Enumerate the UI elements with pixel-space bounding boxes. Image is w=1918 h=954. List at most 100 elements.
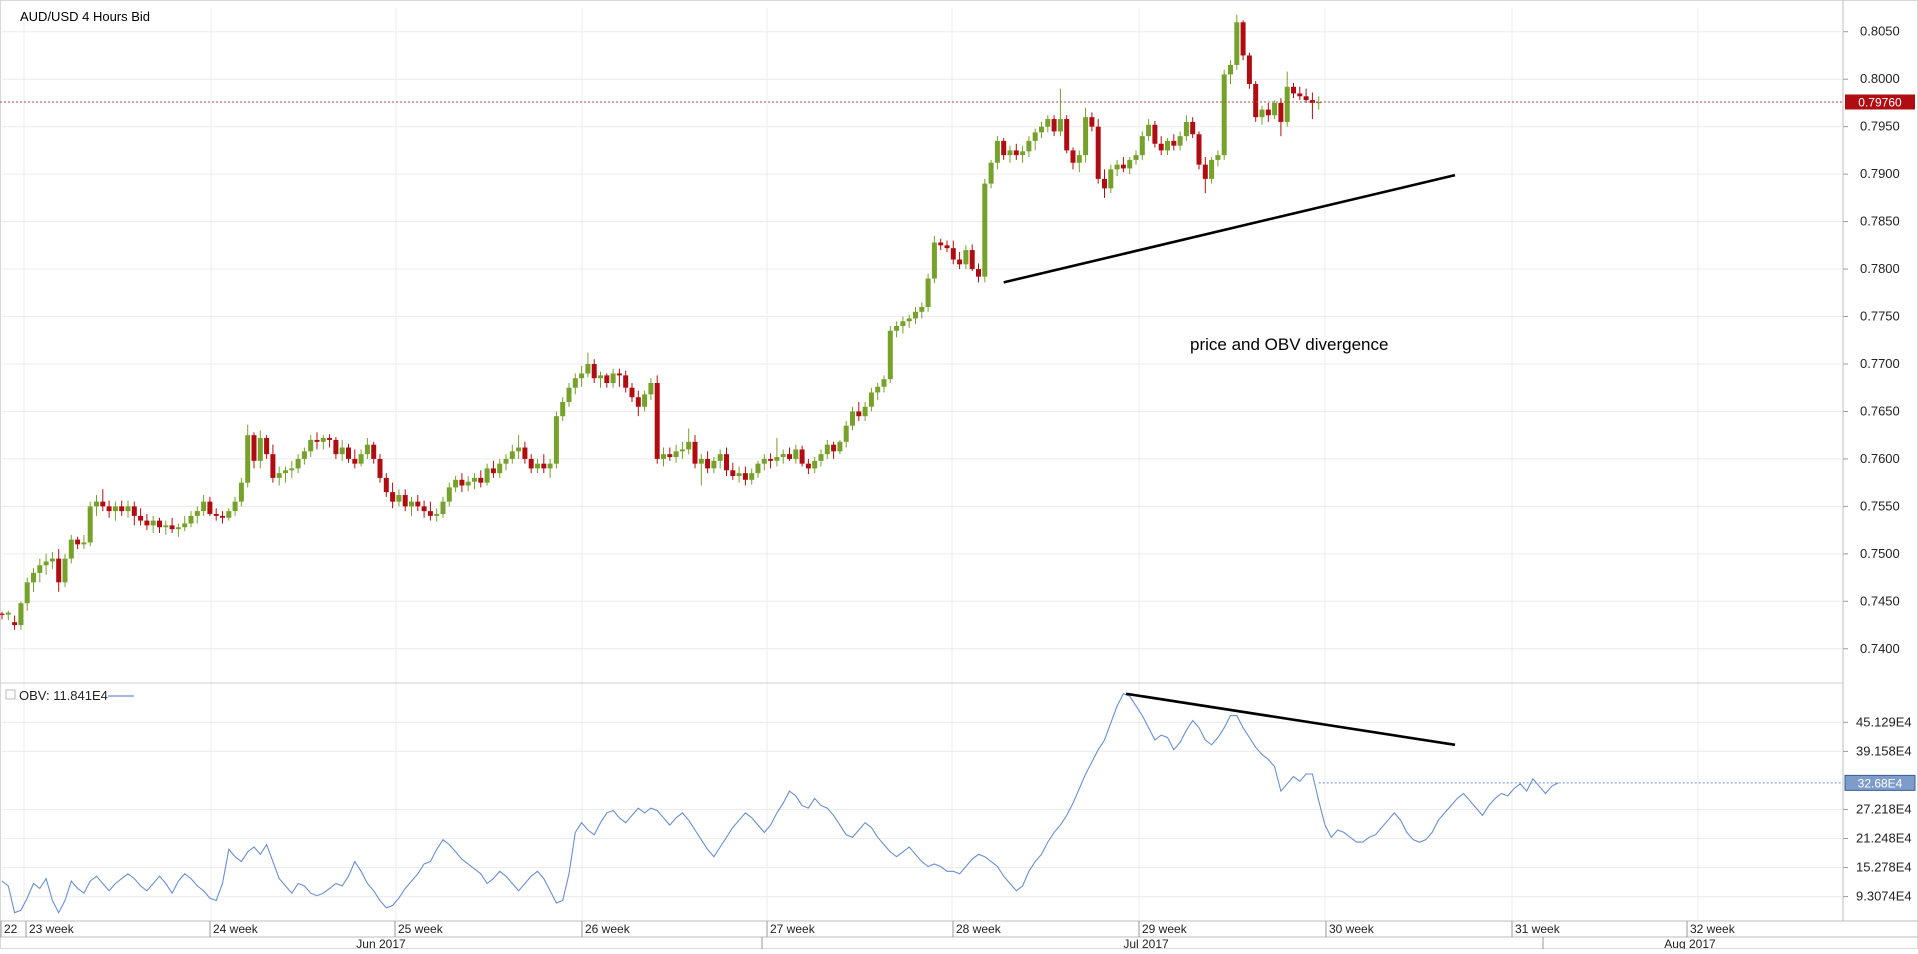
- candle-body: [1303, 96, 1309, 101]
- candle-body: [308, 439, 314, 452]
- candle-body: [850, 411, 855, 426]
- candle-body: [144, 520, 150, 526]
- candle: [805, 458, 811, 475]
- candle: [112, 501, 118, 521]
- candle: [497, 458, 503, 478]
- candle-body: [787, 454, 792, 459]
- obv-legend-checkbox[interactable]: [5, 689, 16, 700]
- candle-body: [402, 494, 408, 507]
- candle: [522, 441, 528, 464]
- candle-body: [913, 311, 918, 319]
- candle-body: [1026, 140, 1032, 152]
- candle-body: [157, 520, 162, 528]
- candle-body: [1297, 93, 1303, 97]
- price-tick-label: 0.7700: [1860, 356, 1900, 371]
- candle-body: [1284, 86, 1290, 122]
- candle-body: [1259, 109, 1265, 118]
- candle: [289, 460, 295, 478]
- candle-body: [1278, 102, 1284, 122]
- candle-body: [799, 449, 805, 464]
- candle: [43, 553, 49, 575]
- candle-body: [1020, 151, 1026, 156]
- candle: [648, 378, 654, 401]
- candle: [994, 136, 1000, 170]
- candle-body: [711, 460, 717, 469]
- candle-body: [472, 477, 477, 482]
- candle-body: [390, 492, 396, 502]
- candle: [421, 500, 427, 518]
- candle-body: [648, 382, 654, 395]
- candle: [661, 447, 666, 467]
- candle-body: [106, 506, 112, 512]
- candle: [1026, 136, 1032, 158]
- candle: [1070, 147, 1076, 170]
- candle: [837, 439, 843, 455]
- candle: [1102, 169, 1107, 198]
- candle: [1057, 88, 1063, 137]
- candle-body: [49, 558, 55, 562]
- candle-body: [1076, 155, 1082, 163]
- candle-body: [371, 444, 377, 459]
- overlay-layer: [0, 101, 1843, 784]
- candle: [402, 489, 408, 512]
- candle: [383, 473, 389, 497]
- candle: [736, 466, 742, 483]
- candle: [188, 511, 194, 528]
- candle-body: [188, 515, 194, 524]
- last-price-badge-bg: [1845, 94, 1915, 110]
- candle: [484, 463, 490, 486]
- candle: [157, 517, 162, 533]
- candle: [541, 454, 547, 474]
- candle-body: [1108, 169, 1114, 189]
- candle-body: [661, 454, 666, 459]
- candle: [579, 365, 585, 387]
- candle: [963, 245, 969, 270]
- candle: [465, 476, 471, 492]
- candle: [333, 437, 339, 459]
- candle-body: [484, 468, 490, 483]
- candle: [957, 251, 963, 270]
- candle: [68, 534, 74, 564]
- candle: [1089, 112, 1095, 132]
- candle: [774, 438, 780, 467]
- chart-title: AUD/USD 4 Hours Bid: [20, 9, 150, 24]
- candle: [667, 447, 673, 461]
- obv-tick-label: 9.3074E4: [1856, 889, 1912, 904]
- candle-body: [232, 501, 238, 512]
- candle: [1007, 145, 1013, 163]
- candle: [591, 359, 597, 383]
- candle: [988, 159, 994, 189]
- candle-body: [931, 242, 937, 279]
- candle-body: [100, 501, 106, 507]
- candle-body: [150, 520, 156, 526]
- candle-body: [182, 523, 188, 528]
- candle-body: [742, 473, 748, 480]
- candle-body: [453, 479, 459, 488]
- candle: [201, 494, 207, 516]
- candle: [1228, 60, 1233, 84]
- candle-body: [692, 441, 698, 464]
- candle-body: [339, 447, 345, 455]
- candle-body: [352, 458, 358, 464]
- candle-body: [957, 259, 963, 265]
- candle: [1051, 115, 1057, 137]
- candle: [1127, 157, 1133, 175]
- candle: [604, 373, 610, 388]
- candle: [553, 411, 559, 469]
- candle: [75, 536, 81, 550]
- candle: [1291, 82, 1296, 99]
- candle: [1146, 119, 1152, 141]
- candle-body: [1139, 136, 1145, 156]
- candle: [490, 460, 496, 478]
- week-label: 28 week: [956, 922, 1002, 936]
- candle: [831, 441, 837, 459]
- candle: [1165, 138, 1170, 156]
- candle: [453, 476, 459, 493]
- week-label: 29 week: [1142, 922, 1188, 936]
- candle: [352, 449, 358, 469]
- obv-legend[interactable]: OBV: 11.841E4: [5, 688, 134, 703]
- candle-body: [1171, 140, 1177, 146]
- candle-body: [264, 438, 270, 455]
- candle-body: [730, 470, 736, 477]
- candle: [1139, 131, 1145, 160]
